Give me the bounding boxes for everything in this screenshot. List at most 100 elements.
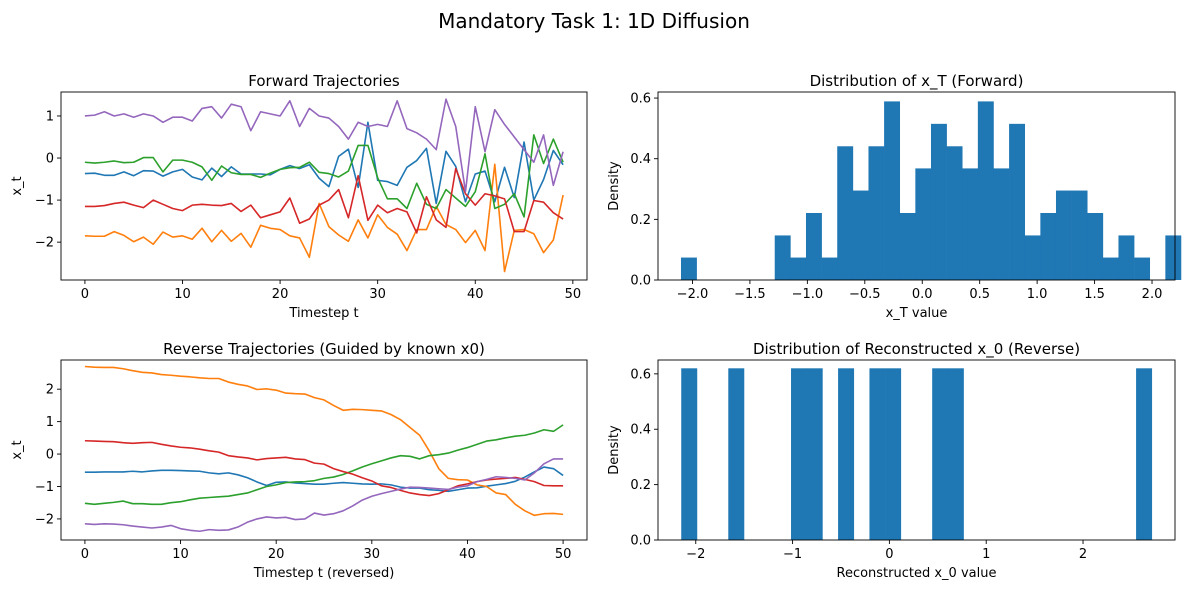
plot-area: [84, 365, 564, 533]
histogram-bar: [962, 168, 979, 280]
x-tick-label: 10: [174, 287, 191, 302]
y-tick-label: −2: [35, 236, 54, 251]
y-tick-label: 0.2: [630, 478, 651, 493]
x-tick-label: 2.0: [1142, 287, 1163, 302]
series-line-5: [84, 458, 564, 533]
series-line-5: [84, 98, 564, 193]
y-tick-label: 0.4: [630, 423, 651, 438]
chart-title: Forward Trajectories: [248, 72, 400, 90]
histogram-bar: [821, 257, 838, 280]
histogram-bar: [838, 368, 855, 540]
histogram-bar: [681, 368, 698, 540]
x-tick-label: 50: [565, 287, 582, 302]
plot-area: [681, 368, 1153, 540]
x-tick-label: 0.0: [912, 287, 933, 302]
histogram-bar: [930, 123, 947, 280]
histogram-bar: [774, 235, 791, 280]
axes-frame: [657, 359, 1176, 541]
chart-title: Distribution of x_T (Forward): [810, 72, 1024, 91]
series-line-3: [84, 134, 564, 218]
y-axis-label: x_t: [10, 440, 25, 459]
chart-4: −2 −1 0 1 2 0.0 0.2 0.4 0.6 Distribution of Recon…: [607, 340, 1176, 581]
x-tick-label: 20: [272, 287, 289, 302]
x-tick-label: 30: [364, 547, 381, 562]
histogram-bar: [868, 146, 885, 280]
y-tick-label: 1: [46, 415, 54, 430]
x-tick-label: 0: [81, 287, 89, 302]
histogram-bar: [1024, 235, 1041, 280]
y-tick-label: 0.0: [630, 274, 651, 289]
series-line-4: [84, 167, 564, 234]
y-tick-label: 2: [46, 383, 54, 398]
x-tick-label: 0.5: [969, 287, 990, 302]
x-axis-label: Timestep t: [288, 306, 358, 321]
histogram-bar: [947, 368, 964, 540]
x-tick-label: 0: [885, 547, 893, 562]
histogram-bar: [1040, 212, 1057, 280]
x-tick-label: −1.0: [792, 287, 824, 302]
histogram-bar: [1165, 235, 1182, 280]
histogram-bar: [946, 146, 963, 280]
x-tick-label: −0.5: [849, 287, 881, 302]
figure-title: Mandatory Task 1: 1D Diffusion: [438, 9, 750, 33]
x-tick-label: 2: [1079, 547, 1087, 562]
y-tick-label: 0: [46, 152, 54, 167]
histogram-bar: [791, 368, 808, 540]
x-tick-label: 20: [268, 547, 285, 562]
histogram-bar: [884, 101, 901, 281]
y-axis-label: x_t: [10, 176, 25, 195]
histogram-bar: [1136, 368, 1153, 540]
series-line-1: [84, 121, 564, 205]
histogram-bar: [885, 368, 902, 540]
chart-2: −2.0 −1.5 −1.0 −0.5 0.0 0.5 1.0 1.5 2.0 0.0 0.2 0.4…: [607, 72, 1182, 321]
x-tick-label: 40: [459, 547, 476, 562]
plot-area: [84, 98, 564, 273]
plot-area: [680, 101, 1182, 281]
x-axis-label: Reconstructed x_0 value: [837, 566, 997, 581]
x-tick-label: 30: [369, 287, 386, 302]
histogram-bar: [805, 212, 822, 280]
series-line-4: [84, 439, 564, 497]
y-tick-label: −1: [35, 480, 54, 495]
y-tick-label: 0.4: [630, 152, 651, 167]
chart-3: 0 10 20 30 40 50 −2 −1 0 1 2 Reverse Trajectories (…: [10, 340, 588, 581]
histogram-bar: [790, 257, 807, 280]
y-tick-label: 0.6: [630, 92, 651, 107]
y-tick-label: 0.6: [630, 367, 651, 382]
histogram-bar: [1118, 235, 1135, 280]
y-tick-label: −2: [35, 512, 54, 527]
x-tick-label: 1.5: [1084, 287, 1105, 302]
x-tick-label: 0: [81, 547, 89, 562]
y-axis-label: Density: [607, 161, 622, 211]
histogram-bar: [680, 257, 697, 280]
x-tick-label: −2: [686, 547, 705, 562]
x-tick-label: −1.5: [734, 287, 766, 302]
histogram-bar: [806, 368, 823, 540]
x-tick-label: 10: [172, 547, 189, 562]
y-tick-label: 0.0: [630, 534, 651, 549]
histogram-bar: [837, 146, 854, 280]
histogram-bar: [852, 190, 869, 280]
y-tick-label: 0: [46, 448, 54, 463]
histogram-bar: [1102, 257, 1119, 280]
histogram-bar: [728, 368, 745, 540]
x-axis-label: Timestep t (reversed): [253, 566, 395, 581]
series-line-2: [84, 163, 564, 273]
x-axis-label: x_T value: [886, 306, 948, 321]
histogram-bar: [869, 368, 886, 540]
histogram-bar: [977, 101, 994, 281]
chart-title: Distribution of Reconstructed x_0 (Rever…: [753, 340, 1080, 359]
x-tick-label: 50: [555, 547, 572, 562]
chart-title: Reverse Trajectories (Guided by known x0…: [163, 340, 485, 358]
x-tick-label: 1: [982, 547, 990, 562]
axes-frame: [657, 91, 1176, 281]
histogram-bar: [899, 212, 916, 280]
axes-frame: [60, 91, 588, 281]
y-tick-label: −1: [35, 194, 54, 209]
x-tick-label: 1.0: [1027, 287, 1048, 302]
histogram-bar: [1055, 190, 1072, 280]
y-axis-label: Density: [607, 425, 622, 475]
y-tick-label: 0.2: [630, 213, 651, 228]
chart-1: 0 10 20 30 40 50 −2 −1 0 1 Forward Trajectories Tim…: [10, 72, 588, 321]
histogram-bar: [993, 168, 1010, 280]
